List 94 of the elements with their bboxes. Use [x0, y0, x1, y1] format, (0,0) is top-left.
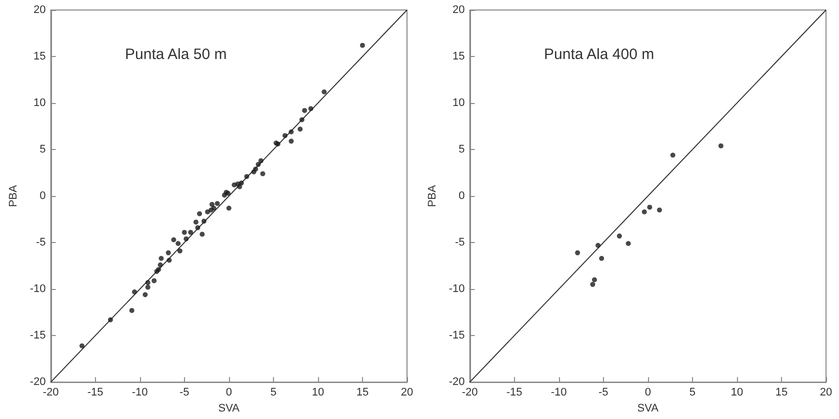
x-tick-label: 15: [356, 386, 369, 399]
y-tick-label: 5: [458, 144, 465, 156]
x-tick-label: 5: [689, 386, 696, 399]
x-tick-label: 0: [644, 386, 651, 399]
x-tick-label: -10: [132, 386, 148, 399]
point: [596, 242, 601, 248]
y-tick-label: 0: [458, 190, 465, 202]
point: [145, 280, 150, 286]
point: [166, 258, 172, 263]
y-tick-label: -15: [448, 330, 465, 342]
point: [258, 158, 264, 164]
point: [592, 277, 597, 282]
y-tick-label: 15: [452, 50, 465, 63]
point: [256, 162, 261, 167]
point: [205, 209, 210, 214]
y-tick-label: 20: [34, 4, 46, 16]
point: [282, 133, 288, 138]
x-tick-label: 20: [400, 386, 414, 399]
point: [238, 180, 244, 186]
y-axis-title: PBA: [8, 184, 20, 208]
point: [211, 206, 216, 211]
point: [193, 220, 198, 225]
y-tick-label: 15: [34, 50, 46, 63]
point: [182, 230, 187, 235]
x-tick-label: -5: [598, 386, 608, 399]
text: Punta Ala 50 m: [125, 46, 227, 63]
x-tick-label: 10: [730, 386, 744, 399]
x-axis-title: SVA: [218, 402, 240, 414]
point: [656, 208, 662, 212]
x-axis-title: SVA: [637, 402, 660, 414]
point: [108, 317, 113, 322]
point: [129, 308, 134, 313]
point: [152, 278, 157, 284]
point: [308, 106, 314, 112]
point: [302, 108, 308, 113]
point: [171, 237, 176, 242]
point: [670, 152, 676, 158]
point: [197, 211, 202, 216]
point: [166, 250, 171, 256]
point: [718, 143, 724, 148]
y-tick-label: -5: [36, 236, 46, 249]
point: [79, 343, 84, 348]
point: [142, 292, 148, 298]
point: [298, 126, 303, 132]
point: [322, 89, 327, 94]
point: [184, 236, 189, 242]
point: [288, 129, 294, 134]
y-tick-label: -5: [455, 236, 465, 249]
y-tick-label: -20: [448, 376, 465, 388]
point: [590, 282, 596, 287]
point: [200, 232, 205, 237]
point: [647, 204, 652, 210]
x-tick-label: -5: [179, 386, 190, 399]
point: [642, 209, 647, 214]
point: [145, 284, 150, 290]
point: [214, 200, 220, 206]
point: [599, 256, 604, 261]
x-tick-label: 20: [820, 386, 832, 399]
point: [132, 289, 138, 294]
point: [177, 248, 182, 254]
y-tick-label: -20: [30, 376, 46, 388]
text: Punta Ala 400 m: [544, 46, 654, 63]
point: [195, 225, 200, 230]
x-tick-label: 5: [270, 386, 276, 399]
x-tick-label: -15: [87, 386, 104, 399]
point: [158, 256, 164, 261]
point: [226, 206, 232, 211]
point: [260, 171, 266, 176]
point: [360, 42, 365, 48]
y-tick-label: 10: [34, 97, 46, 110]
x-tick-label: -10: [550, 386, 567, 399]
y-tick-label: 10: [452, 97, 465, 110]
point: [176, 240, 181, 246]
point: [188, 230, 194, 235]
point: [616, 234, 622, 239]
point: [288, 138, 294, 144]
x-tick-label: -15: [506, 386, 522, 399]
point: [575, 250, 580, 256]
y-tick-label: -10: [30, 283, 46, 296]
y-tick-label: 20: [452, 4, 465, 16]
point: [158, 262, 163, 268]
point: [253, 166, 258, 172]
x-tick-label: 10: [312, 386, 324, 399]
y-tick-label: -15: [30, 330, 46, 342]
point: [299, 117, 304, 122]
point: [244, 174, 250, 180]
y-tick-label: 0: [40, 190, 46, 202]
x-tick-label: 0: [226, 386, 232, 399]
y-tick-label: 5: [40, 144, 46, 156]
point: [626, 240, 631, 246]
x-tick-label: 15: [775, 386, 788, 399]
y-tick-label: -10: [448, 283, 465, 296]
point: [201, 218, 206, 224]
y-axis-title: PBA: [426, 184, 438, 208]
